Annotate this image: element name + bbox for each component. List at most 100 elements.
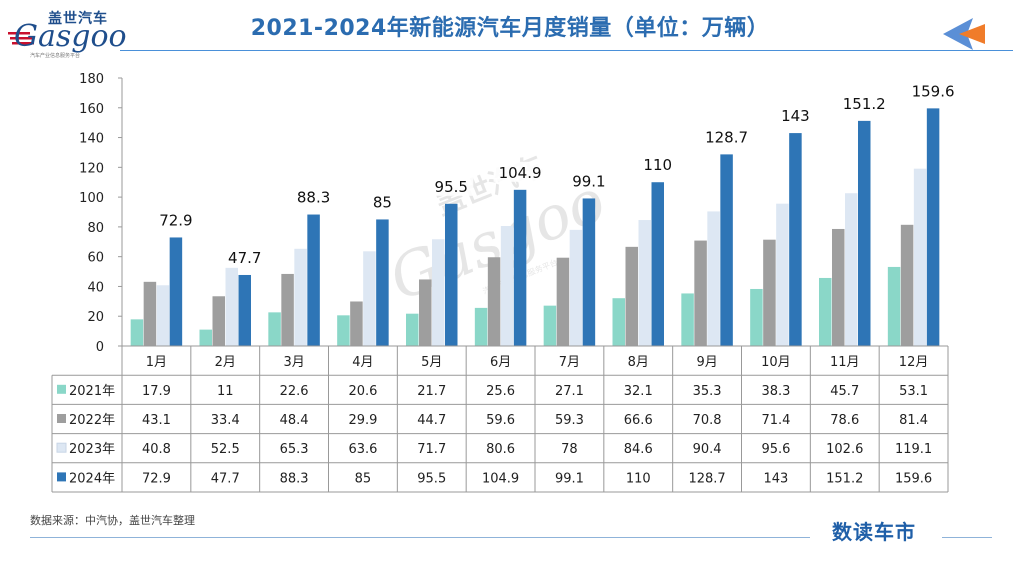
table-cell-value: 72.9 — [142, 471, 171, 486]
table-cell-value: 78 — [561, 442, 578, 457]
y-tick-label: 120 — [79, 161, 104, 176]
table-cell-value: 22.6 — [280, 384, 309, 399]
table-cell-value: 65.3 — [280, 442, 309, 457]
y-tick-label: 40 — [87, 280, 104, 295]
bar-2023年-2月 — [225, 267, 238, 346]
x-category-label: 1月 — [146, 355, 167, 370]
table-cell-value: 21.7 — [417, 384, 446, 399]
y-tick-label: 80 — [87, 221, 104, 236]
bar-2024年-2月 — [238, 274, 251, 346]
table-cell-value: 71.7 — [417, 442, 446, 457]
table-cell-value: 11 — [217, 384, 234, 399]
data-label-2024: 143 — [781, 107, 810, 125]
table-cell-value: 84.6 — [624, 442, 653, 457]
bar-2023年-12月 — [913, 168, 927, 346]
bar-2023年-3月 — [294, 248, 307, 346]
table-cell-value: 29.9 — [348, 413, 377, 428]
y-tick-label: 160 — [79, 102, 104, 117]
table-cell-value: 81.4 — [899, 413, 928, 428]
table-cell-value: 59.6 — [486, 413, 515, 428]
data-label-bg — [429, 175, 474, 196]
bar-2024年-12月 — [926, 108, 940, 346]
bar-2022年-10月 — [763, 239, 776, 346]
table-cell-value: 43.1 — [142, 413, 171, 428]
logo-english-text: Gasgoo — [14, 19, 127, 54]
table-cell-value: 33.4 — [211, 413, 240, 428]
table-cell-value: 159.6 — [895, 471, 932, 486]
table-cell-value: 128.7 — [688, 471, 725, 486]
data-label-bg — [906, 80, 960, 101]
x-category-label: 8月 — [628, 355, 649, 370]
bar-2022年-8月 — [625, 246, 638, 346]
bar-2021年-1月 — [130, 319, 144, 346]
data-label-bg — [837, 92, 891, 113]
back-arrow-icon[interactable] — [943, 16, 985, 52]
table-cell-value: 151.2 — [826, 471, 863, 486]
x-category-label: 12月 — [899, 355, 929, 370]
legend-label: 2021年 — [69, 384, 115, 399]
data-label-bg — [700, 126, 754, 147]
legend-label: 2022年 — [69, 413, 115, 428]
bar-2024年-10月 — [789, 133, 802, 346]
bar-2023年-11月 — [845, 193, 858, 346]
logo-chinese-text: 盖世汽车 — [48, 11, 108, 27]
table-cell-value: 48.4 — [280, 413, 309, 428]
table-cell-value: 25.6 — [486, 384, 515, 399]
table-cell-value: 32.1 — [624, 384, 653, 399]
y-tick-label: 100 — [79, 191, 104, 206]
bar-2024年-3月 — [307, 214, 320, 346]
bar-2024年-9月 — [720, 154, 733, 346]
bar-2022年-6月 — [487, 257, 501, 346]
legend-label: 2023年 — [69, 442, 115, 457]
data-label-2024: 85 — [373, 193, 392, 211]
legend-swatch — [57, 472, 66, 482]
data-label-bg — [566, 170, 611, 191]
bar-2024年-11月 — [858, 120, 871, 346]
x-category-label: 7月 — [559, 355, 580, 370]
bar-2021年-7月 — [543, 305, 557, 346]
title-divider — [120, 50, 1013, 51]
data-label-bg — [222, 246, 267, 267]
y-tick-label: 140 — [79, 132, 104, 147]
bar-2024年-4月 — [376, 219, 389, 346]
bar-2021年-4月 — [337, 315, 350, 346]
x-category-label: 11月 — [830, 355, 860, 370]
x-category-label: 3月 — [283, 355, 304, 370]
data-label-2024: 104.9 — [499, 164, 542, 182]
data-label-2024: 128.7 — [705, 128, 748, 146]
page-title: 2021-2024年新能源汽车月度销量（单位：万辆） — [250, 16, 770, 41]
bar-2022年-4月 — [350, 301, 363, 346]
table-cell-value: 47.7 — [211, 471, 240, 486]
bar-2022年-1月 — [143, 281, 157, 346]
bar-2023年-9月 — [707, 211, 720, 346]
table-cell-value: 88.3 — [280, 471, 309, 486]
data-label-2024: 88.3 — [297, 189, 330, 207]
data-label-2024: 159.6 — [912, 82, 955, 100]
table-cell-value: 70.8 — [693, 413, 722, 428]
table-cell-value: 45.7 — [830, 384, 859, 399]
data-label-bg — [493, 161, 547, 182]
bar-2022年-9月 — [694, 240, 707, 346]
x-category-label: 5月 — [421, 355, 442, 370]
footer-divider — [30, 537, 810, 538]
bar-2021年-12月 — [887, 266, 901, 346]
bar-2023年-1月 — [156, 285, 170, 346]
y-tick-label: 180 — [79, 72, 104, 87]
table-cell-value: 80.6 — [486, 442, 515, 457]
table-cell-value: 59.3 — [555, 413, 584, 428]
logo-subtitle: 汽车产业信息服务平台 — [30, 53, 81, 59]
data-source-note: 数据来源：中汽协，盖世汽车整理 — [30, 514, 195, 527]
data-label-2024: 95.5 — [435, 178, 468, 196]
data-label-bg — [640, 154, 676, 175]
table-cell-value: 35.3 — [693, 384, 722, 399]
bar-2022年-11月 — [832, 228, 845, 346]
x-category-label: 10月 — [761, 355, 791, 370]
table-cell-value: 104.9 — [482, 471, 519, 486]
table-cell-value: 119.1 — [895, 442, 932, 457]
bar-2023年-6月 — [500, 225, 514, 346]
bar-2022年-7月 — [556, 257, 570, 346]
x-category-label: 6月 — [490, 355, 511, 370]
bar-2023年-5月 — [432, 239, 445, 346]
bar-2023年-10月 — [776, 203, 789, 346]
data-label-bg — [153, 209, 198, 230]
